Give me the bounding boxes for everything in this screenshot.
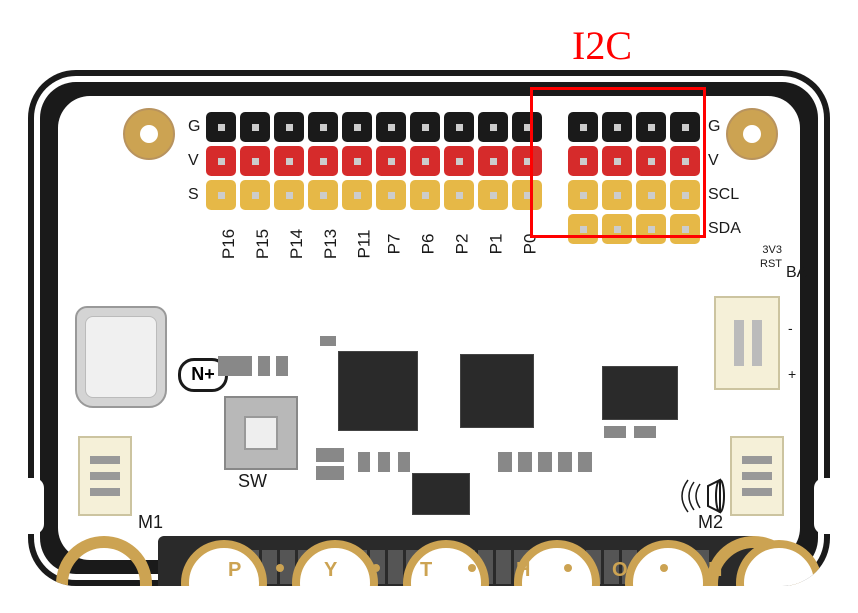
- python-dot: [372, 564, 380, 572]
- gpio-pin: [478, 146, 508, 176]
- pin-col-label: P2: [452, 234, 472, 255]
- usb-port: [75, 306, 167, 408]
- python-letter: O: [612, 559, 628, 582]
- row-label-left: V: [188, 152, 199, 170]
- gold-ring: [736, 540, 822, 586]
- sw-label: SW: [238, 471, 267, 492]
- gold-ring: [403, 540, 489, 586]
- pin-col-label: P1: [486, 234, 506, 255]
- gpio-pin: [478, 112, 508, 142]
- mount-hole-tr: [726, 108, 778, 160]
- chip-2: [460, 354, 534, 428]
- gpio-pin: [444, 112, 474, 142]
- pin-col-label: P16: [219, 229, 239, 259]
- python-letter: T: [420, 559, 432, 582]
- pin-col-label: P6: [418, 234, 438, 255]
- motor-conn-m2: [730, 436, 784, 516]
- 3v3-label: 3V3: [762, 244, 782, 256]
- row-label-i2c: V: [708, 152, 719, 170]
- bat-label: BAT: [786, 264, 816, 282]
- gpio-pin: [342, 112, 372, 142]
- python-rings: [181, 540, 822, 586]
- gpio-pin: [342, 180, 372, 210]
- gpio-pin: [240, 112, 270, 142]
- row-label-i2c: G: [708, 118, 720, 136]
- motor-conn-m1: [78, 436, 132, 516]
- python-letter: P: [228, 559, 241, 582]
- gpio-pin: [274, 180, 304, 210]
- gpio-pin: [308, 146, 338, 176]
- side-notch-left: [28, 478, 44, 534]
- gpio-pin: [342, 146, 372, 176]
- gpio-pin: [478, 180, 508, 210]
- gold-ring: [181, 540, 267, 586]
- gpio-pin: [410, 112, 440, 142]
- gpio-pin: [376, 180, 406, 210]
- gpio-pin: [206, 146, 236, 176]
- mount-hole-tl: [123, 108, 175, 160]
- i2c-callout-box: [530, 87, 706, 238]
- python-dot: [564, 564, 572, 572]
- pin-col-label: P14: [287, 229, 307, 259]
- python-dot: [468, 564, 476, 572]
- bat-minus: -: [788, 320, 793, 336]
- board-outline: GVS GVSCLSDA P16P15P14P13P11P7P6P2P1P0 N…: [28, 70, 830, 586]
- bat-plus: +: [788, 366, 796, 382]
- gpio-pin: [206, 180, 236, 210]
- row-label-i2c: SDA: [708, 220, 741, 238]
- gpio-pin: [274, 112, 304, 142]
- python-letter: Y: [324, 559, 337, 582]
- gpio-pin: [308, 112, 338, 142]
- row-label-left: S: [188, 186, 199, 204]
- sw-switch: [224, 396, 298, 470]
- gpio-pin: [410, 180, 440, 210]
- gpio-pin: [444, 180, 474, 210]
- gpio-pin: [240, 146, 270, 176]
- pin-col-label: P13: [321, 229, 341, 259]
- pin-col-label: P11: [355, 230, 375, 259]
- rst-label: RST: [760, 258, 782, 270]
- pin-col-label: P7: [384, 234, 404, 255]
- side-notch-right: [814, 478, 830, 534]
- gpio-pin: [410, 146, 440, 176]
- row-label-left: G: [188, 118, 200, 136]
- gpio-pin: [376, 146, 406, 176]
- gpio-pin: [206, 112, 236, 142]
- pin-col-label: P15: [253, 229, 273, 259]
- python-letter: N: [708, 559, 722, 582]
- gold-ring: [625, 540, 711, 586]
- gpio-pin: [376, 112, 406, 142]
- i2c-callout-label: I2C: [572, 22, 632, 69]
- bat-conn: [714, 296, 780, 390]
- python-dot: [276, 564, 284, 572]
- gpio-pin: [308, 180, 338, 210]
- gpio-pin: [444, 146, 474, 176]
- chip-1: [338, 351, 418, 431]
- row-label-i2c: SCL: [708, 186, 739, 204]
- chip-3: [602, 366, 678, 420]
- python-letter: H: [516, 559, 530, 582]
- gpio-pin: [274, 146, 304, 176]
- python-dot: [660, 564, 668, 572]
- gpio-pin: [240, 180, 270, 210]
